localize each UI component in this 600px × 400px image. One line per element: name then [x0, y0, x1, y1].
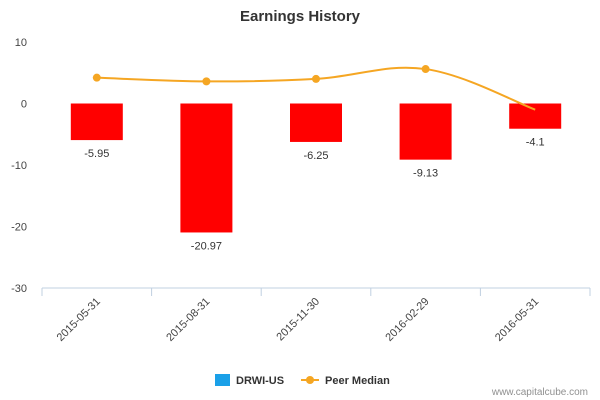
- legend-marker-peer-median: [306, 376, 314, 384]
- y-axis: 10 0 -10 -20 -30: [11, 37, 27, 295]
- peer-median-point[interactable]: [92, 73, 101, 82]
- peer-median-point[interactable]: [202, 77, 211, 86]
- y-tick-label: 0: [21, 99, 27, 111]
- bar-data-label: -9.13: [413, 168, 438, 180]
- y-tick-label: -20: [11, 222, 27, 234]
- x-tick-label: 2015-08-31: [164, 296, 212, 344]
- bar-data-label: -5.95: [84, 148, 109, 160]
- bar[interactable]: [290, 103, 342, 142]
- x-axis: 2015-05-31 2015-08-31 2015-11-30 2016-02-29…: [41, 288, 591, 344]
- bar-data-label: -4.1: [526, 137, 545, 149]
- legend-label-peer-median: Peer Median: [325, 375, 390, 387]
- credit-text: www.capitalcube.com: [491, 387, 588, 398]
- x-tick-label: 2015-05-31: [55, 296, 103, 344]
- x-tick-label: 2016-05-31: [493, 296, 541, 344]
- legend-label-drwi: DRWI-US: [236, 375, 284, 387]
- peer-median-point[interactable]: [312, 74, 320, 83]
- x-tick-label: 2016-02-29: [383, 296, 431, 344]
- legend-item-peer-median[interactable]: Peer Median: [301, 375, 390, 387]
- bar-data-label: -20.97: [191, 240, 222, 252]
- bar-series: [70, 103, 562, 233]
- line-series: [92, 65, 536, 111]
- peer-median-point[interactable]: [421, 65, 430, 74]
- y-tick-label: -30: [11, 283, 27, 295]
- legend-swatch-drwi: [215, 374, 230, 386]
- legend-item-drwi[interactable]: DRWI-US: [215, 374, 284, 387]
- bar-data-label: -6.25: [303, 150, 328, 162]
- bar[interactable]: [180, 103, 233, 233]
- bar[interactable]: [509, 103, 562, 129]
- peer-median-line: [96, 66, 536, 111]
- x-tick-label: 2015-11-30: [274, 296, 322, 344]
- y-tick-label: 10: [15, 37, 27, 49]
- bar[interactable]: [70, 103, 123, 141]
- data-labels: -5.95 -20.97 -6.25 -9.13 -4.1: [84, 137, 544, 253]
- y-tick-label: -10: [11, 160, 27, 172]
- bar[interactable]: [399, 103, 452, 160]
- legend: DRWI-US Peer Median: [215, 374, 390, 387]
- chart-title: Earnings History: [240, 8, 361, 25]
